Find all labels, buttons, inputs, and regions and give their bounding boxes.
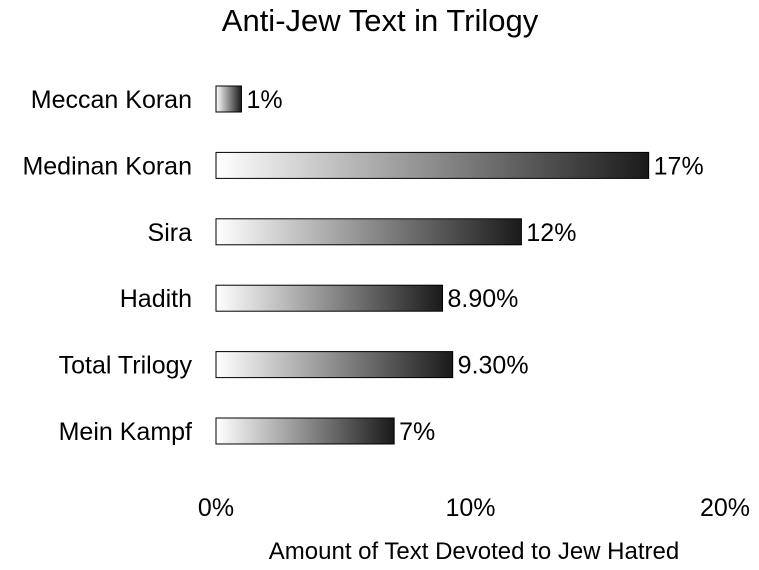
x-axis-ticks: 0% 10% 20% [198,494,750,522]
data-label: 1% [246,86,282,114]
x-axis-label: Amount of Text Devoted to Jew Hatred [269,538,679,565]
data-label: 9.30% [458,352,529,380]
bar [215,151,650,179]
x-tick-label: 20% [700,494,750,522]
bar [215,351,454,379]
bar [215,284,444,312]
bar [215,218,522,246]
category-label: Hadith [120,285,192,313]
category-label: Meccan Koran [31,86,192,114]
data-label: 7% [399,418,435,446]
x-tick-label: 10% [445,494,495,522]
category-label: Total Trilogy [59,352,193,380]
data-label: 8.90% [448,285,519,313]
bar [215,85,242,113]
data-label: 17% [654,152,704,180]
category-label: Medinan Koran [22,152,192,180]
category-label: Sira [148,219,193,247]
bar [215,417,395,445]
x-tick-label: 0% [198,494,234,522]
data-label: 12% [526,219,576,247]
chart-title: Anti-Jew Text in Trilogy [222,3,539,38]
category-label: Mein Kampf [59,418,192,446]
bars-group: Meccan Koran 1% Medinan Koran 17% Sira 12% Had… [22,85,704,446]
